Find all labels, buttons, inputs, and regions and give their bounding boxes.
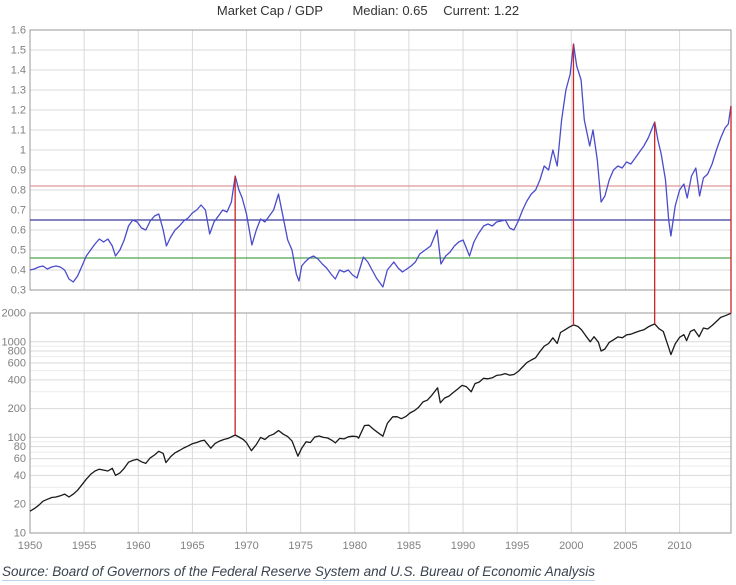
x-tick-label: 1985 [397,540,421,552]
y-tick-label: 1.5 [11,45,26,57]
y-tick-label: 1.2 [11,105,26,117]
y-tick-label: 80 [14,441,26,453]
y-tick-label: 0.5 [11,245,26,257]
x-tick-label: 1970 [234,540,258,552]
chart-title-current: Current: 1.22 [443,3,520,18]
y-tick-label: 200 [8,403,26,415]
y-tick-label: 10 [14,528,26,540]
x-tick-label: 2000 [559,540,583,552]
y-tick-label: 0.3 [11,285,26,297]
y-tick-label: 20 [14,499,26,511]
y-tick-label: 40 [14,470,26,482]
y-tick-label: 60 [14,453,26,465]
x-tick-label: 1960 [126,540,150,552]
x-tick-label: 1990 [451,540,475,552]
y-tick-label: 1.1 [11,125,26,137]
index-line [29,312,732,512]
chart-canvas: 1.6 1.5 1.4 1.3 1.2 1.1 1 0.9 0.8 0.7 0.6 0.5 0.4 0.3… [2,25,732,552]
x-tick-label: 2010 [667,540,691,552]
x-tick-label: 1950 [18,540,42,552]
y-tick-label: 400 [8,374,26,386]
y-tick-label: 1.3 [11,85,26,97]
x-tick-label: 1980 [343,540,367,552]
chart-title-median: Median: 0.65 [352,3,428,18]
x-tick-label: 1965 [180,540,204,552]
chart-title: Market Cap / GDP Median: 0.65 Current: 1… [0,3,736,18]
y-tick-label: 0.9 [11,165,26,177]
y-tick-label: 1.6 [11,25,26,37]
y-tick-label: 0.7 [11,205,26,217]
y-tick-label: 1 [20,145,26,157]
chart-title-main: Market Cap / GDP [216,3,323,18]
y-tick-label: 0.6 [11,225,26,237]
y-tick-label: 1.4 [11,65,26,77]
y-tick-label: 0.4 [11,265,26,277]
index-border [29,312,732,534]
x-tick-label: 1995 [505,540,529,552]
y-tick-label: 0.8 [11,185,26,197]
y-tick-label: 1000 [2,336,26,348]
x-tick-label: 1955 [72,540,96,552]
x-tick-label: 1975 [288,540,312,552]
source-note: Source: Board of Governors of the Federa… [2,564,734,581]
ratio-line [29,43,732,288]
y-tick-label: 800 [8,346,26,358]
y-tick-label: 600 [8,357,26,369]
x-tick-label: 2005 [613,540,637,552]
source-link[interactable]: Source: Board of Governors of the Federa… [2,564,596,581]
y-tick-label: 2000 [2,308,26,320]
y-tick-label: 100 [8,432,26,444]
